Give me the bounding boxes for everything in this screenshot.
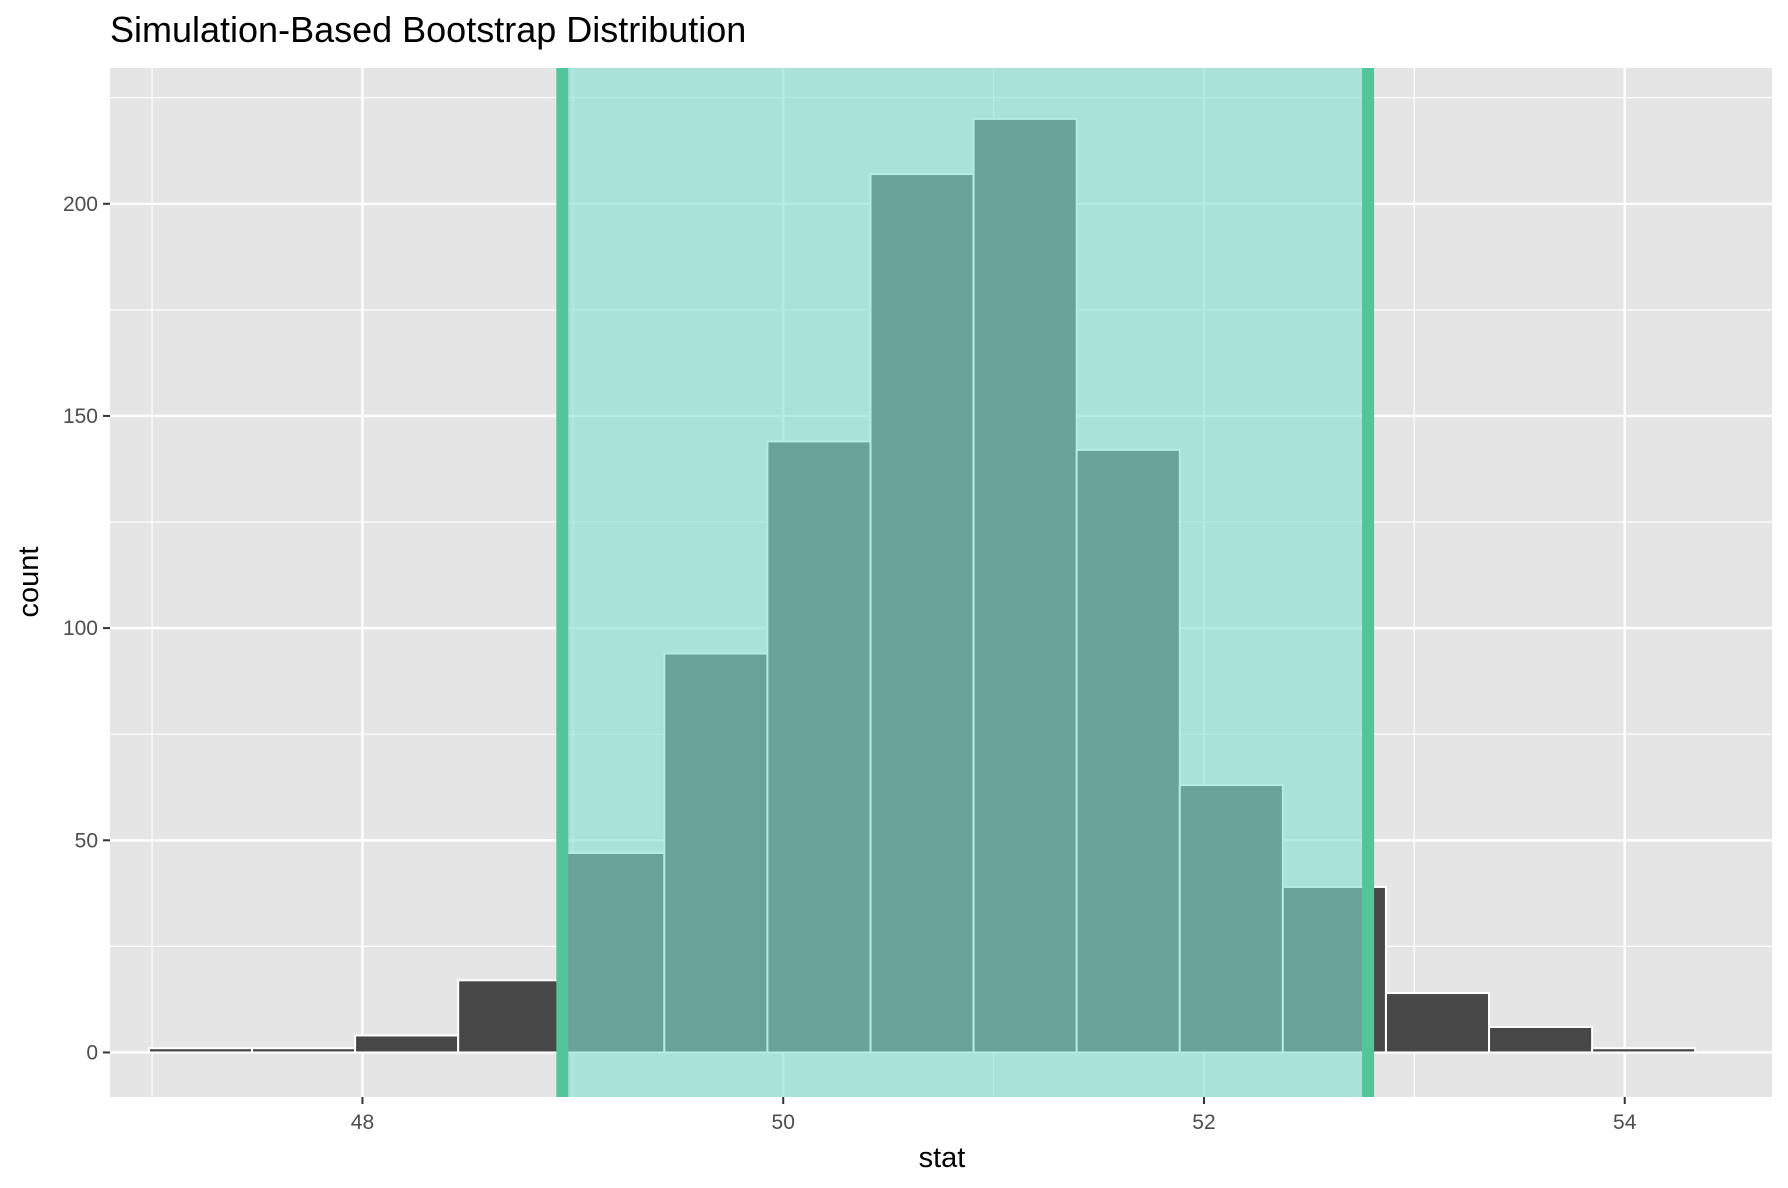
histogram-bar [1488, 1025, 1594, 1054]
y-axis-title: count [13, 547, 45, 618]
histogram-bar [251, 1047, 357, 1054]
x-axis-title: stat [919, 1142, 966, 1174]
histogram-bar [457, 979, 563, 1054]
histogram-bar [147, 1047, 254, 1054]
y-axis-ticks: 0 50 100 150 200 [63, 193, 110, 1064]
y-tick-label: 150 [63, 405, 98, 428]
x-tick-label: 52 [1192, 1111, 1215, 1134]
y-tick-label: 0 [86, 1041, 98, 1064]
chart-title: Simulation-Based Bootstrap Distribution [110, 9, 746, 50]
x-tick-label: 48 [351, 1111, 374, 1134]
ci-shaded-region [562, 68, 1369, 1097]
x-tick-label: 54 [1613, 1111, 1637, 1134]
histogram-bar [354, 1034, 460, 1054]
y-tick-label: 100 [63, 617, 98, 640]
x-tick-label: 50 [772, 1111, 795, 1134]
x-axis-ticks: 48 50 52 54 [351, 1097, 1637, 1134]
confidence-interval [556, 68, 1375, 1097]
histogram-bar [1591, 1047, 1697, 1054]
histogram-bar [1384, 992, 1491, 1054]
y-tick-label: 200 [63, 193, 98, 216]
y-tick-label: 50 [75, 829, 98, 852]
